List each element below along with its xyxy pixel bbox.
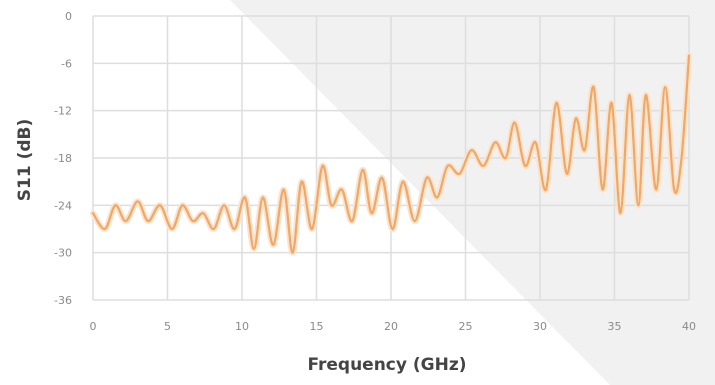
y-tick-label: -18: [54, 152, 72, 165]
y-tick-label: -30: [54, 247, 72, 260]
y-tick-label: -6: [61, 57, 72, 70]
x-tick-label: 5: [164, 320, 171, 333]
x-tick-label: 15: [310, 320, 324, 333]
y-tick-labels: 0 -6 -12 -18 -24 -30 -36: [54, 10, 72, 307]
y-tick-label: -36: [54, 294, 72, 307]
x-tick-label: 30: [533, 320, 547, 333]
x-tick-label: 35: [608, 320, 622, 333]
x-axis-title: Frequency (GHz): [307, 355, 466, 375]
series-layer: [90, 52, 692, 256]
x-tick-labels: 0 5 10 15 20 25 30 35 40: [90, 320, 697, 333]
x-tick-label: 0: [90, 320, 97, 333]
y-tick-label: 0: [65, 10, 72, 23]
y-tick-label: -12: [54, 105, 72, 118]
x-tick-label: 20: [384, 320, 398, 333]
y-axis-title: S11 (dB): [15, 119, 35, 202]
y-tick-label: -24: [54, 199, 72, 212]
series-line: [91, 54, 691, 254]
x-tick-label: 10: [235, 320, 249, 333]
x-tick-label: 25: [459, 320, 473, 333]
x-tick-label: 40: [682, 320, 696, 333]
